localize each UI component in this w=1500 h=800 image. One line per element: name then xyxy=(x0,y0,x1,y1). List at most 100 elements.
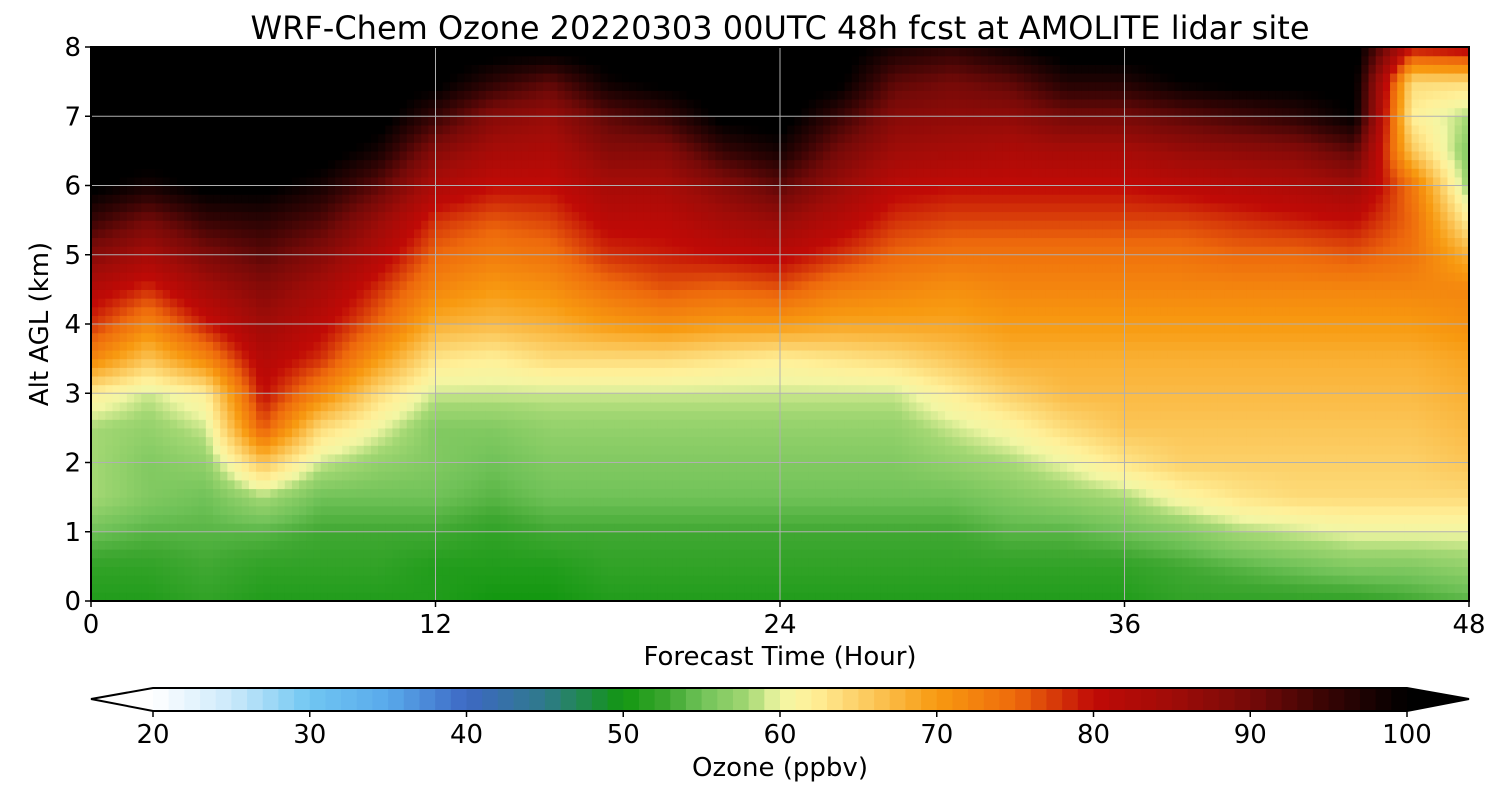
heat-cell xyxy=(306,98,315,109)
heat-cell xyxy=(543,142,551,152)
heat-cell xyxy=(263,47,272,57)
heat-cell xyxy=(356,298,365,308)
heat-cell xyxy=(406,557,415,567)
heat-cell xyxy=(220,410,228,420)
heat-cell xyxy=(571,540,580,550)
heat-cell xyxy=(636,116,645,126)
heat-cell xyxy=(370,237,379,247)
heat-cell xyxy=(148,220,157,230)
heat-cell xyxy=(564,384,573,394)
heat-cell xyxy=(263,445,272,455)
heat-cell xyxy=(263,72,272,83)
heat-cell xyxy=(112,349,121,360)
heat-cell xyxy=(399,531,408,542)
heat-cell xyxy=(485,47,494,57)
heat-cell xyxy=(284,479,293,490)
heat-cell xyxy=(614,358,623,368)
heat-cell xyxy=(629,393,638,403)
heat-cell xyxy=(248,98,257,109)
heat-cell xyxy=(464,592,472,601)
heat-cell xyxy=(514,211,523,221)
heat-cell xyxy=(435,298,444,308)
heat-cell xyxy=(636,272,645,282)
heat-cell xyxy=(349,168,358,178)
heat-cell xyxy=(141,497,150,507)
heat-cell xyxy=(392,427,401,438)
heat-cell xyxy=(435,445,444,455)
heat-cell xyxy=(378,298,386,308)
heat-cell xyxy=(98,341,106,351)
heat-cell xyxy=(213,531,221,542)
heat-cell xyxy=(313,349,322,360)
heat-cell xyxy=(299,549,307,559)
heat-cell xyxy=(607,583,616,593)
heat-cell xyxy=(586,306,594,316)
heat-cell xyxy=(141,176,150,187)
heat-cell xyxy=(234,349,243,360)
heat-cell xyxy=(471,98,480,109)
heat-cell xyxy=(385,90,394,100)
heat-cell xyxy=(600,583,609,593)
heat-cell xyxy=(478,81,487,91)
heat-cell xyxy=(550,427,559,438)
heat-cell xyxy=(557,142,566,152)
heat-cell xyxy=(413,133,422,143)
heat-cell xyxy=(571,393,580,403)
heat-cell xyxy=(141,401,150,412)
heat-cell xyxy=(241,583,250,593)
heat-cell xyxy=(306,72,315,83)
heat-cell xyxy=(586,384,594,394)
heat-cell xyxy=(342,263,350,273)
heat-cell xyxy=(471,133,480,143)
heat-cell xyxy=(191,505,200,516)
heat-cell xyxy=(105,488,114,498)
heat-cell xyxy=(141,289,150,299)
heat-cell xyxy=(213,237,221,247)
heat-cell xyxy=(198,505,207,516)
heat-cell xyxy=(643,531,652,542)
heat-cell xyxy=(543,237,551,247)
heat-cell xyxy=(134,583,142,593)
heat-cell xyxy=(571,289,580,299)
heat-cell xyxy=(313,194,322,204)
heat-cell xyxy=(198,393,207,403)
heat-cell xyxy=(593,107,602,117)
heat-cell xyxy=(607,471,616,481)
heat-cell xyxy=(155,211,164,221)
heat-cell xyxy=(457,306,465,316)
heat-cell xyxy=(413,341,422,351)
heat-cell xyxy=(614,228,623,239)
heat-cell xyxy=(356,324,365,334)
heat-cell xyxy=(471,72,480,83)
heat-cell xyxy=(91,185,99,195)
heat-cell xyxy=(205,159,214,169)
heat-cell xyxy=(184,549,193,559)
heat-cell xyxy=(112,202,121,213)
heat-cell xyxy=(263,531,272,542)
heat-cell xyxy=(134,116,142,126)
heat-cell xyxy=(600,358,609,368)
heat-cell xyxy=(126,471,135,481)
heat-cell xyxy=(241,280,250,290)
heat-cell xyxy=(184,194,193,204)
heat-cell xyxy=(442,107,451,117)
heat-cell xyxy=(299,367,307,377)
heat-cell xyxy=(557,280,566,290)
heat-cell xyxy=(177,90,185,100)
heat-cell xyxy=(342,142,350,152)
heat-cell xyxy=(256,332,264,342)
heat-cell xyxy=(485,557,494,567)
heat-cell xyxy=(349,64,358,74)
heat-cell xyxy=(507,462,516,472)
heat-cell xyxy=(198,124,207,135)
heat-cell xyxy=(126,306,135,316)
heat-cell xyxy=(521,393,530,403)
heat-cell xyxy=(399,263,408,273)
heat-cell xyxy=(614,514,623,524)
heat-cell xyxy=(227,453,236,464)
heat-cell xyxy=(543,263,551,273)
heat-cell xyxy=(514,124,523,135)
heat-cell xyxy=(184,107,193,117)
heat-cell xyxy=(571,375,580,386)
heat-cell xyxy=(514,471,523,481)
